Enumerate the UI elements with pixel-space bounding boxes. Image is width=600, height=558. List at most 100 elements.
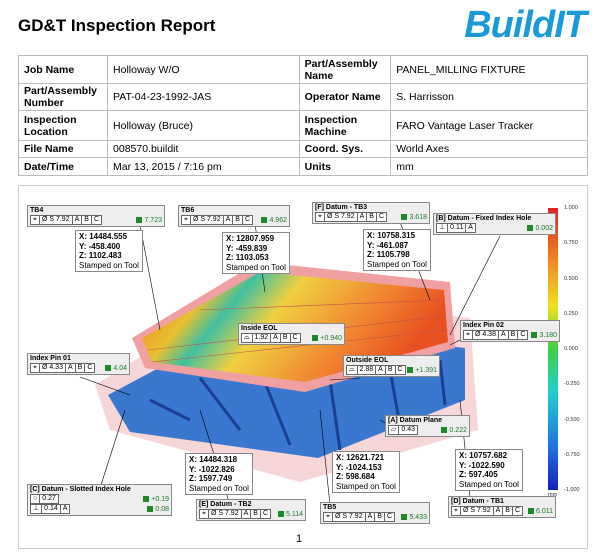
frame-cell: C: [383, 512, 395, 522]
frame-cell: C: [375, 212, 387, 222]
coordinate-line: Y: -1022.590: [459, 460, 505, 470]
measured-value: 4.04: [113, 364, 127, 372]
scale-label: 0.500: [564, 275, 578, 282]
coordinate-line: Y: -1024.153: [336, 462, 382, 472]
callout: Outside EOL ⌓ 2.88 A B C +1.391: [343, 355, 440, 377]
measured-value: 3.180: [539, 331, 557, 339]
frame-cell: Ø S 7.92: [189, 215, 224, 225]
status-square: [441, 427, 448, 433]
table-row: Inspection Location Holloway (Bruce) Inspe…: [17, 110, 588, 141]
measured-value: +0.19: [151, 495, 169, 503]
control-frame: ⌓ 1.92 A B C +0.940: [241, 333, 342, 343]
frame-cell: Ø 4.33: [38, 363, 66, 373]
cell-value: S. Harrisson: [390, 83, 588, 111]
status-square: [401, 214, 408, 220]
frame-cell: Ø S 7.92: [207, 509, 242, 519]
coordinate-line: Stamped on Tool: [189, 483, 249, 493]
control-frame: ⌓ 2.88 A B C +1.391: [346, 365, 437, 375]
status-square: [531, 332, 538, 338]
coordinate-line: Stamped on Tool: [336, 481, 396, 491]
frame-cell: 2.88: [356, 365, 377, 375]
control-frame: ⌖ Ø 4.38 A B C 3.180: [463, 330, 557, 340]
measured-value: +0.940: [320, 334, 342, 342]
frame-cell: Ø S 7.92: [323, 212, 358, 222]
status-square: [261, 217, 268, 223]
control-frame: ⊥ 0.14 A 0.08: [30, 504, 169, 514]
control-frame: ▱ 0.43 0.222: [388, 425, 467, 435]
callout: Index Pin 01 ⌖ Ø 4.33 A B C 4.04: [27, 353, 130, 375]
coordinate-box: X: 14484.318 Y: -1022.826 Z: 1597.749 Stamp…: [185, 453, 253, 495]
measured-value: +1.391: [415, 366, 437, 374]
coordinate-line: Z: 1597.749: [189, 474, 233, 483]
cell-label: Date/Time: [17, 157, 109, 176]
control-frame: ⌖ Ø S 7.92 A B C 7.723: [30, 215, 162, 225]
measured-value: 5.114: [286, 510, 303, 518]
callout-title: [D] Datum - TB1: [451, 498, 504, 505]
measured-value: 0.222: [449, 426, 467, 434]
callout-title: [C] Datum - Slotted Index Hole: [30, 486, 131, 493]
callout-title: Index Pin 01: [30, 355, 71, 362]
measured-value: 3.618: [409, 213, 427, 221]
report-title: GD&T Inspection Report: [18, 16, 216, 35]
coordinate-box: X: 10758.315 Y: -461.087 Z: 1105.798 Stampe…: [363, 229, 431, 271]
coordinate-line: X: 10758.315: [367, 231, 416, 240]
coordinate-line: Z: 598.684: [336, 472, 375, 481]
table-row: Job Name Holloway W/O Part/Assembly Name PA…: [17, 55, 588, 84]
control-frame: ⌖ Ø S 7.92 A B C 4.962: [181, 215, 287, 225]
callout-title: Outside EOL: [346, 357, 389, 364]
frame-cell: Ø S 7.92: [459, 506, 494, 516]
measured-value: 7.723: [144, 216, 162, 224]
status-square: [143, 496, 150, 502]
control-frame: ⊥ 0.11 A 0.002: [436, 223, 553, 233]
coordinate-box: X: 10757.682 Y: -1022.590 Z: 597.405 Stampe…: [455, 449, 523, 491]
coordinate-line: Z: 1103.053: [226, 253, 269, 262]
status-square: [105, 365, 112, 371]
callout: [C] Datum - Slotted Index Hole ○ 0.27 +0.19…: [27, 484, 172, 516]
control-frame: ○ 0.27 +0.19: [30, 494, 169, 504]
figure: [18, 185, 588, 549]
status-square: [528, 508, 534, 514]
measured-value: 0.08: [155, 505, 169, 513]
frame-cell: A: [465, 223, 476, 233]
coordinate-line: Z: 597.405: [459, 470, 498, 479]
cell-value: Holloway (Bruce): [107, 110, 300, 141]
callout-title: [B] Datum - Fixed Index Hole: [436, 215, 532, 222]
frame-cell: C: [511, 506, 523, 516]
callout-title: [A] Datum Plane: [388, 417, 443, 424]
measured-value: 6.011: [536, 507, 553, 515]
frame-cell: 0.43: [398, 425, 419, 435]
frame-cell: Ø 4.38: [471, 330, 499, 340]
cell-value: Mar 13, 2015 / 7:16 pm: [107, 157, 300, 176]
cell-value: FARO Vantage Laser Tracker: [390, 110, 588, 141]
coordinate-line: Stamped on Tool: [226, 262, 286, 272]
callout: TB5 ⌖ Ø S 7.92 A B C 5.433: [320, 502, 430, 524]
frame-cell: C: [289, 333, 301, 343]
frame-cell: C: [259, 509, 271, 519]
callout: [B] Datum - Fixed Index Hole ⊥ 0.11 A 0.002: [433, 213, 556, 235]
scale-label: -0.250: [564, 381, 580, 388]
coordinate-line: Y: -1022.826: [189, 464, 235, 474]
coordinate-line: X: 10757.682: [459, 451, 508, 460]
coordinate-line: X: 14484.318: [189, 455, 238, 464]
callout: TB6 ⌖ Ø S 7.92 A B C 4.962: [178, 205, 290, 227]
frame-cell: 0.14: [41, 504, 61, 514]
frame-cell: 0.11: [447, 223, 467, 233]
callout-title: Inside EOL: [241, 325, 278, 332]
callout: [F] Datum - TB3 ⌖ Ø S 7.92 A B C 3.618: [312, 202, 430, 224]
status-square: [401, 514, 408, 520]
control-frame: ⌖ Ø S 7.92 A B C 6.011: [451, 506, 553, 516]
frame-cell: C: [394, 365, 406, 375]
coordinate-line: X: 14484.555: [79, 232, 128, 241]
callout-title: TB5: [323, 504, 337, 511]
callout: Inside EOL ⌓ 1.92 A B C +0.940: [238, 323, 345, 345]
cell-value: PANEL_MILLING FIXTURE: [390, 55, 588, 84]
status-square: [527, 225, 534, 231]
scale-label: -1.000: [564, 487, 580, 493]
frame-cell: C: [90, 215, 102, 225]
scale-label: -0.750: [564, 451, 580, 458]
frame-cell: C: [241, 215, 253, 225]
frame-cell: Ø S 7.92: [38, 215, 73, 225]
coordinate-line: Y: -459.839: [226, 243, 268, 253]
status-square: [312, 335, 319, 341]
